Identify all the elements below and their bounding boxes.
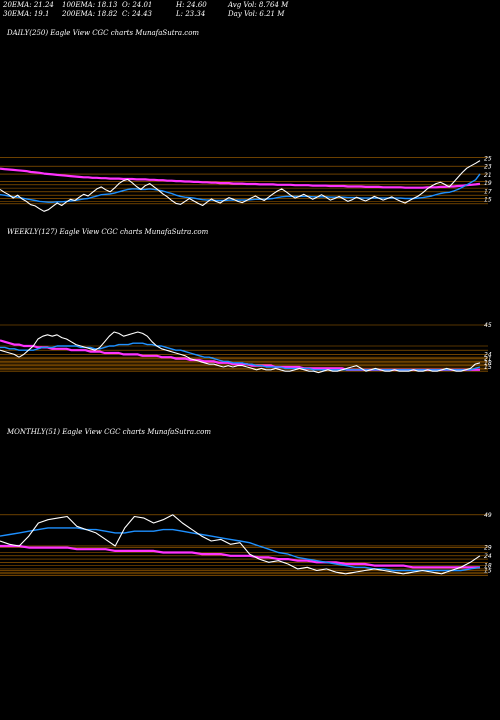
high-stat: H: 24.60 bbox=[176, 1, 207, 9]
ema30-stat: 30EMA: 19.1 bbox=[3, 10, 50, 18]
daily-slow-ema-line bbox=[0, 167, 481, 189]
monthly-tick-label: 15 bbox=[484, 568, 492, 575]
ema20-stat: 20EMA: 21.24 bbox=[3, 1, 54, 9]
dayvol-stat: Day Vol: 6.21 M bbox=[228, 10, 285, 18]
daily-tick-label: 25 bbox=[484, 155, 492, 162]
monthly-fast-ema-line bbox=[0, 527, 481, 572]
weekly-tick-label: 18 bbox=[484, 360, 492, 367]
daily-tick-label: 15 bbox=[484, 197, 492, 204]
monthly-panel-title: MONTHLY(51) Eagle View CGC charts Munafa… bbox=[7, 428, 211, 436]
ema200-stat: 200EMA: 18.82 bbox=[62, 10, 118, 18]
monthly-tick-label: 49 bbox=[484, 512, 492, 519]
daily-tick-label: 21 bbox=[484, 172, 492, 179]
weekly-panel-title: WEEKLY(127) Eagle View CGC charts Munafa… bbox=[7, 228, 209, 236]
daily-price-line bbox=[0, 160, 481, 212]
ema100-stat: 100EMA: 18.13 bbox=[62, 1, 118, 9]
monthly-tick-label: 29 bbox=[484, 545, 492, 552]
open-stat: O: 24.01 bbox=[122, 1, 153, 9]
weekly-tick-label: 24 bbox=[484, 351, 492, 358]
daily-panel-title: DAILY(250) Eagle View CGC charts MunafaS… bbox=[7, 29, 200, 37]
close-stat: C: 24.43 bbox=[122, 10, 152, 18]
daily-tick-label: 17 bbox=[484, 188, 492, 195]
daily-tick-label: 19 bbox=[484, 180, 492, 187]
weekly-tick-label: 21 bbox=[484, 356, 492, 363]
weekly-tick-label: 45 bbox=[484, 322, 492, 329]
weekly-fast-ema-line bbox=[0, 342, 481, 371]
daily-fast-ema-line bbox=[0, 173, 481, 203]
monthly-slow-ema-line bbox=[0, 544, 480, 569]
monthly-tick-label: 24 bbox=[484, 553, 492, 560]
monthly-tick-label: 18 bbox=[484, 563, 492, 570]
low-stat: L: 23.34 bbox=[176, 10, 206, 18]
avgvol-stat: Avg Vol: 8.764 M bbox=[228, 1, 289, 9]
weekly-price-line bbox=[0, 331, 481, 374]
monthly-price-line bbox=[0, 514, 481, 575]
daily-tick-label: 23 bbox=[484, 164, 492, 171]
weekly-tick-label: 15 bbox=[484, 364, 492, 371]
